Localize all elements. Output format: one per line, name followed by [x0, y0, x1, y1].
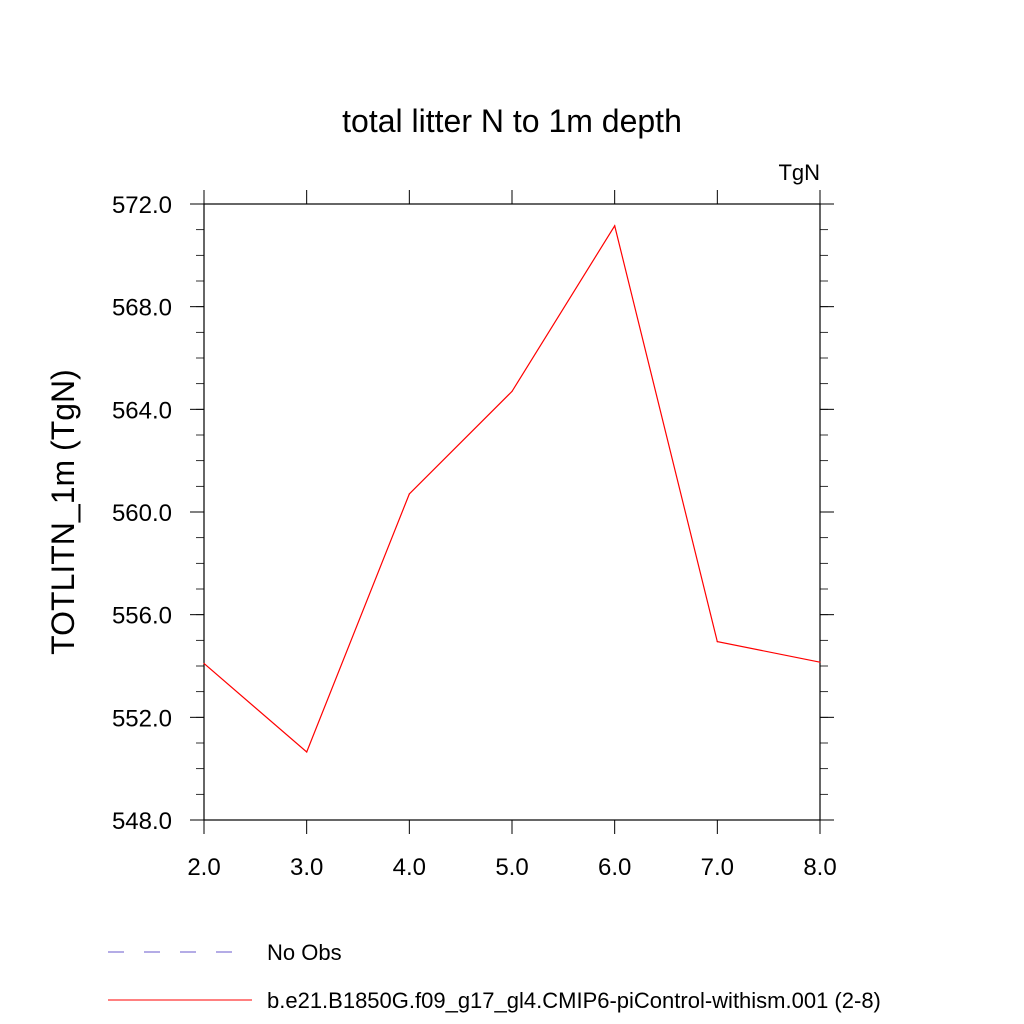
axes: 2.0 3.0 4.0 5.0 6.0 7.0 8.0 548.0 552.0 556.0 560.… — [112, 190, 837, 881]
data-point — [408, 493, 410, 495]
chart-title: total litter N to 1m depth — [342, 103, 682, 139]
y-tick-label: 572.0 — [112, 192, 172, 219]
plot-series — [203, 224, 821, 754]
series-line-0 — [203, 224, 821, 754]
units-label: TgN — [778, 160, 820, 185]
data-point — [716, 641, 718, 643]
data-point — [306, 751, 308, 753]
legend-label: b.e21.B1850G.f09_g17_gl4.CMIP6-piControl… — [267, 988, 881, 1013]
y-tick-label: 556.0 — [112, 603, 172, 630]
x-tick-label: 3.0 — [290, 854, 323, 881]
legend: No Obs b.e21.B1850G.f09_g17_gl4.CMIP6-piC… — [108, 940, 881, 1013]
y-tick-label: 564.0 — [112, 397, 172, 424]
x-tick-label: 8.0 — [803, 854, 836, 881]
y-tick-label: 560.0 — [112, 500, 172, 527]
x-tick-label: 6.0 — [598, 854, 631, 881]
x-tick-label: 4.0 — [393, 854, 426, 881]
y-tick-label: 552.0 — [112, 705, 172, 732]
y-tick-label: 568.0 — [112, 295, 172, 322]
data-point — [614, 225, 616, 227]
y-tick-label: 548.0 — [112, 808, 172, 835]
data-point — [511, 390, 513, 392]
x-tick-label: 7.0 — [701, 854, 734, 881]
data-point — [203, 662, 205, 665]
x-tick-label: 5.0 — [495, 854, 528, 881]
plot-frame — [203, 203, 821, 821]
legend-label: No Obs — [267, 940, 342, 965]
y-axis-label: TOTLITN_1m (TgN) — [45, 369, 81, 655]
x-tick-label: 2.0 — [187, 854, 220, 881]
data-point — [819, 661, 821, 663]
